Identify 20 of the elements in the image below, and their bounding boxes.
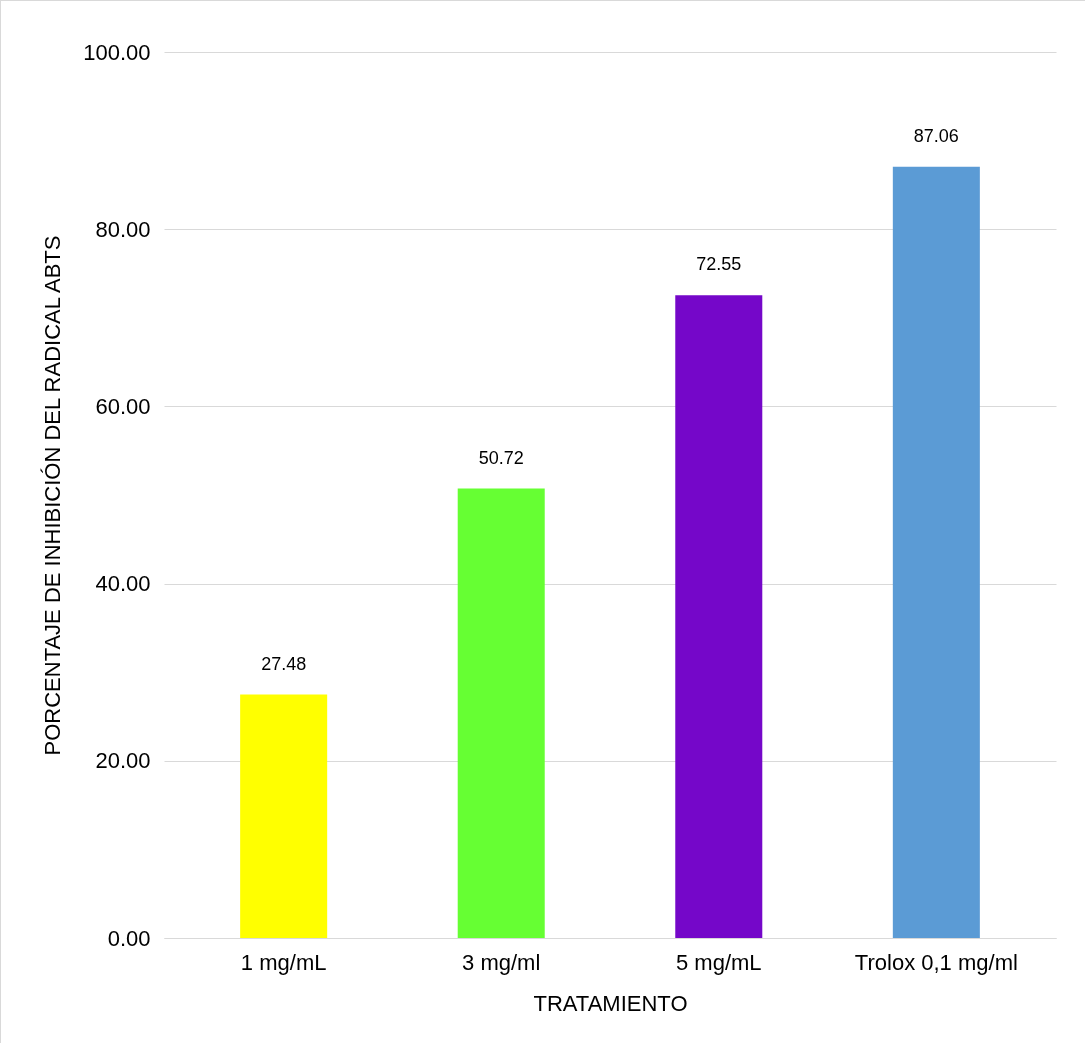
- data-label: 87.06: [913, 125, 959, 146]
- data-label: 72.55: [696, 254, 742, 275]
- x-tick-label: 3 mg/ml: [462, 949, 541, 975]
- x-tick-label: 5 mg/mL: [675, 949, 762, 975]
- data-label: 27.48: [261, 653, 307, 674]
- y-tick-label: 20.00: [95, 748, 151, 774]
- y-tick-label: 0.00: [107, 925, 151, 951]
- x-axis-title: TRATAMIENTO: [533, 990, 688, 1016]
- y-axis-title: PORCENTAJE DE INHIBICIÓN DEL RADICAL ABTS: [40, 235, 66, 756]
- x-tick-label: 1 mg/mL: [240, 949, 327, 975]
- bar: [892, 166, 980, 938]
- bar: [457, 488, 545, 938]
- y-tick-label: 40.00: [95, 571, 151, 597]
- data-label: 50.72: [478, 447, 524, 468]
- y-tick-label: 60.00: [95, 393, 151, 419]
- x-tick-label: Trolox 0,1 mg/ml: [854, 949, 1018, 975]
- bar: [675, 295, 763, 938]
- y-tick-label: 100.00: [83, 39, 151, 65]
- y-tick-label: 80.00: [95, 216, 151, 242]
- bar: [240, 694, 328, 938]
